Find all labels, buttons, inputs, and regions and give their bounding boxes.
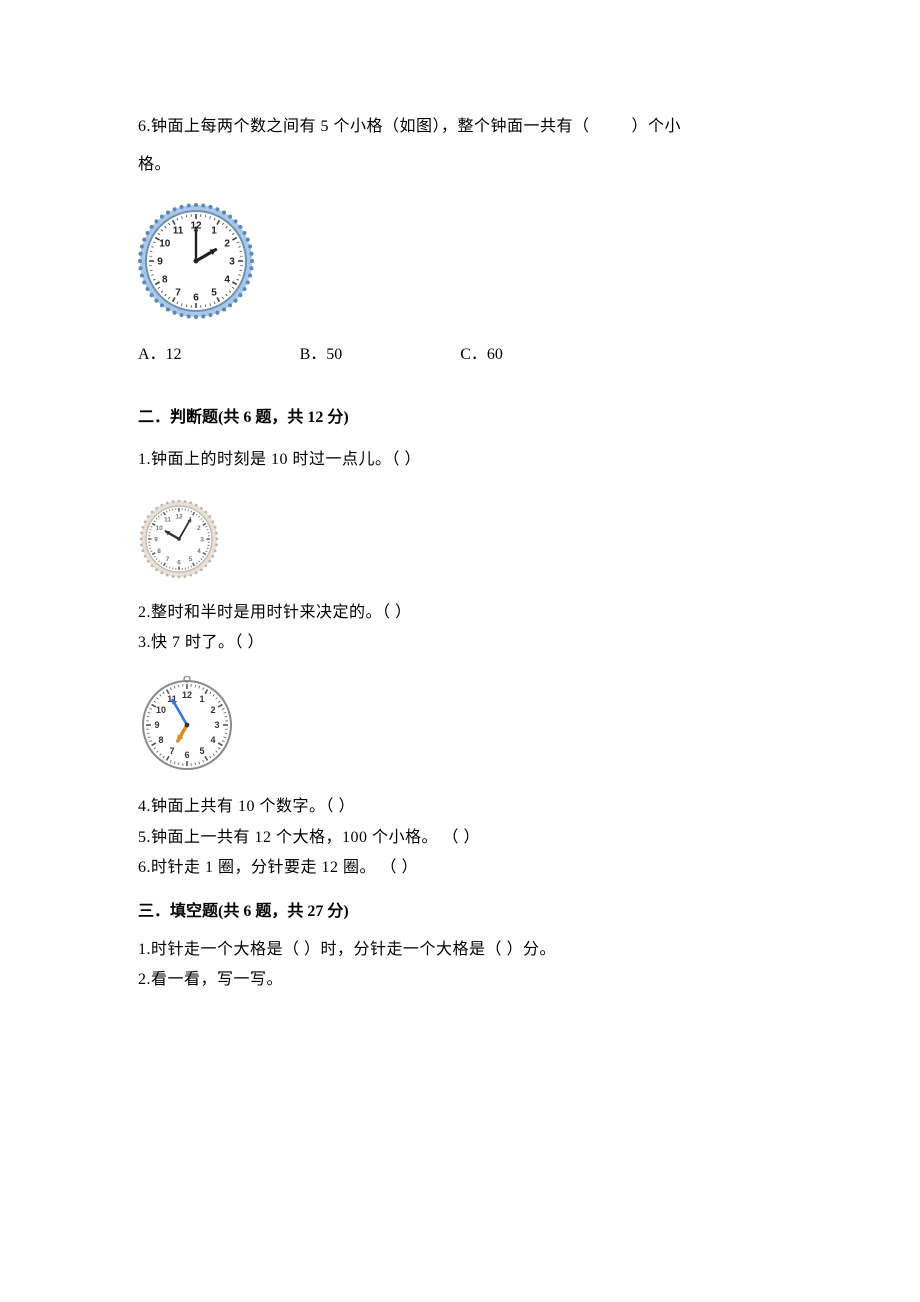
svg-text:4: 4 xyxy=(197,547,201,554)
s2-item-5: 5.钟面上一共有 12 个大格，100 个小格。 （ ） xyxy=(138,823,782,853)
svg-text:4: 4 xyxy=(210,735,215,745)
svg-text:6: 6 xyxy=(184,750,189,760)
svg-text:2: 2 xyxy=(224,238,230,249)
svg-text:9: 9 xyxy=(154,536,158,543)
q6-clock-figure: 123456789101112 xyxy=(138,203,782,319)
svg-text:8: 8 xyxy=(157,547,161,554)
q6-line1: 6.钟面上每两个数之间有 5 个小格（如图），整个钟面一共有（ ）个小 xyxy=(138,108,782,146)
svg-text:5: 5 xyxy=(211,287,217,298)
s2-item-2: 2.整时和半时是用时针来决定的。（ ） xyxy=(138,598,782,628)
s3-item-1: 1.时针走一个大格是（ ）时，分针走一个大格是（ ）分。 xyxy=(138,935,782,965)
svg-text:6: 6 xyxy=(177,559,181,566)
svg-text:6: 6 xyxy=(193,292,199,303)
s2-clock2-figure: 123456789101112 xyxy=(138,676,782,774)
q6-text-b: ）个小 xyxy=(632,118,682,135)
svg-text:5: 5 xyxy=(199,746,204,756)
s2-item-1: 1.钟面上的时刻是 10 时过一点儿。（ ） xyxy=(138,441,782,479)
svg-text:10: 10 xyxy=(156,705,166,715)
svg-text:11: 11 xyxy=(164,516,171,523)
q6-text-a: 6.钟面上每两个数之间有 5 个小格（如图），整个钟面一共有（ xyxy=(138,118,590,135)
svg-text:4: 4 xyxy=(224,274,230,285)
s3-item-2: 2.看一看，写一写。 xyxy=(138,965,782,995)
s2-clock1-figure: 123456789101112 xyxy=(138,498,782,580)
svg-text:10: 10 xyxy=(155,524,163,531)
svg-text:7: 7 xyxy=(169,746,174,756)
section3-title-post: (共 6 题，共 27 分) xyxy=(218,903,349,920)
svg-text:2: 2 xyxy=(210,705,215,715)
q6-option-c: C．60 xyxy=(460,337,503,372)
svg-text:8: 8 xyxy=(162,274,168,285)
svg-text:2: 2 xyxy=(197,524,201,531)
section2-title-post: (共 6 题，共 12 分) xyxy=(218,409,349,426)
svg-text:9: 9 xyxy=(157,256,163,267)
svg-text:1: 1 xyxy=(199,694,204,704)
svg-text:3: 3 xyxy=(229,256,235,267)
s2-item-4: 4.钟面上共有 10 个数字。（ ） xyxy=(138,792,782,822)
svg-text:8: 8 xyxy=(159,735,164,745)
section3-title-pre: 三．填空题 xyxy=(138,903,218,920)
svg-text:11: 11 xyxy=(173,225,184,236)
clock-icon: 123456789101112 xyxy=(138,498,220,580)
s2-item-3: 3.快 7 时了。（ ） xyxy=(138,628,782,658)
clock-icon: 123456789101112 xyxy=(138,676,236,774)
section2-title-pre: 二．判断题 xyxy=(138,409,218,426)
clock-icon: 123456789101112 xyxy=(138,203,254,319)
svg-text:12: 12 xyxy=(175,513,183,520)
svg-text:3: 3 xyxy=(200,536,204,543)
q6-options: A．12 B．50 C．60 xyxy=(138,337,782,372)
s2-item-6: 6.时针走 1 圈，分针要走 12 圈。 （ ） xyxy=(138,853,782,883)
svg-text:5: 5 xyxy=(189,556,193,563)
svg-text:1: 1 xyxy=(211,225,217,236)
svg-text:3: 3 xyxy=(214,720,219,730)
section3-title: 三．填空题(共 6 题，共 27 分) xyxy=(138,894,782,929)
section2-title: 二．判断题(共 6 题，共 12 分) xyxy=(138,400,782,435)
svg-text:7: 7 xyxy=(166,556,170,563)
svg-text:12: 12 xyxy=(182,690,192,700)
svg-text:9: 9 xyxy=(154,720,159,730)
svg-text:10: 10 xyxy=(159,238,171,249)
svg-text:7: 7 xyxy=(175,287,181,298)
q6-option-a: A．12 xyxy=(138,337,182,372)
q6-line2: 格。 xyxy=(138,146,782,184)
q6-option-b: B．50 xyxy=(300,337,343,372)
